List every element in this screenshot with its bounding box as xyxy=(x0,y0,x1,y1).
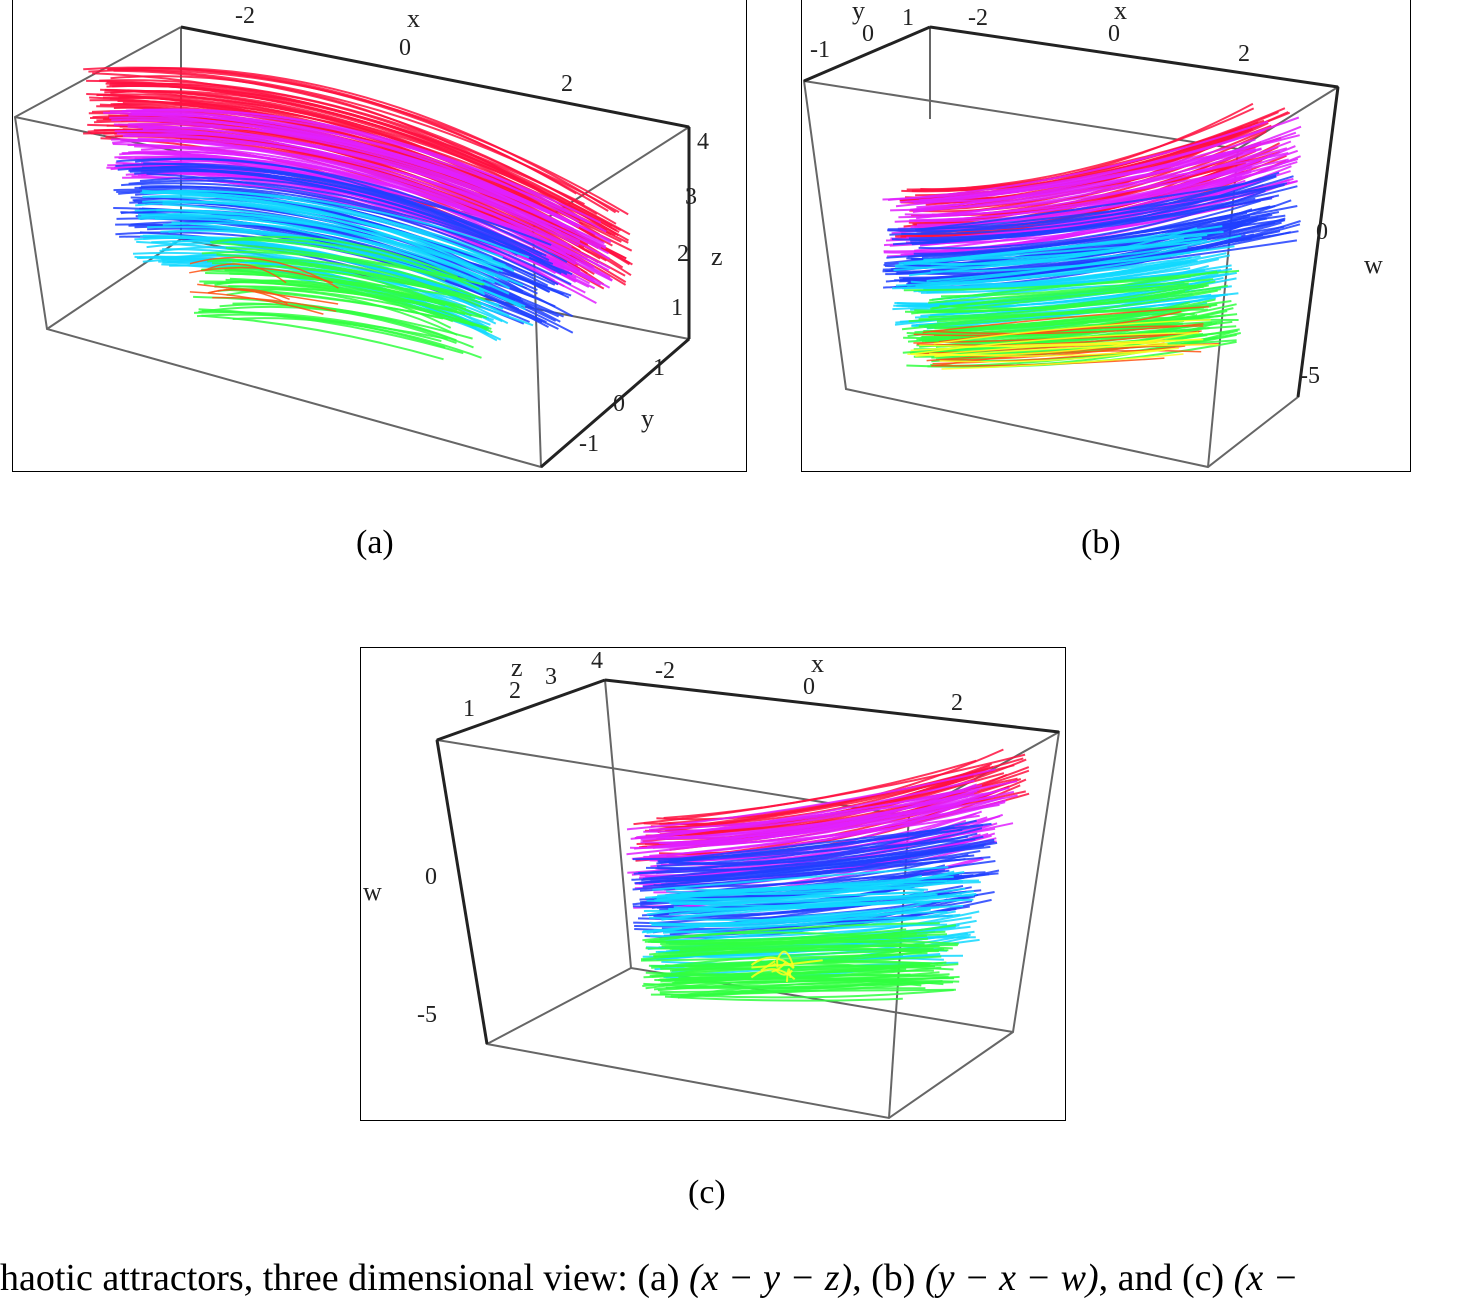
figure-b-x-axis-name: x xyxy=(1114,0,1127,25)
figure-c-w-axis xyxy=(435,739,489,1045)
figure-b-panel: -1 0 1 y -2 0 2 x 0 -5 w xyxy=(801,0,1411,472)
figure-c-w-tick: 0 xyxy=(425,864,437,890)
caption-a-expr: (x − y − z) xyxy=(689,1257,853,1299)
figure-a-z-axis-name: z xyxy=(711,242,723,271)
figure-a-x-tick: 2 xyxy=(561,71,573,97)
figure-c-plot: 1 2 3 4 z -2 0 2 x 0 -5 w xyxy=(363,648,1061,1120)
figure-c-z-axis-name: z xyxy=(511,653,523,682)
caption-b-expr: (y − x − w) xyxy=(924,1257,1099,1299)
figure-a-z-tick: 2 xyxy=(677,241,689,267)
figure-c-label: (c) xyxy=(688,1174,726,1211)
figure-b-y-tick: 0 xyxy=(862,21,874,47)
figure-b-x-tick: -2 xyxy=(968,5,988,31)
caption-text-mid1: , (b) xyxy=(852,1257,925,1299)
figure-caption: haotic attractors, three dimensional vie… xyxy=(0,1256,1298,1300)
figure-c-w-axis-name: w xyxy=(363,877,382,906)
figure-c-z-tick: 4 xyxy=(591,648,603,674)
figure-c-x-axis xyxy=(604,678,1060,734)
caption-text-mid2: , and (c) xyxy=(1098,1257,1234,1299)
figure-b-plot: -1 0 1 y -2 0 2 x 0 -5 w xyxy=(802,0,1383,469)
figure-b-y-axis xyxy=(803,25,931,83)
figure-b-label: (b) xyxy=(1081,524,1121,561)
figure-a-z-tick: 1 xyxy=(671,295,683,321)
figure-b-y-tick: -1 xyxy=(810,37,830,63)
caption-text: haotic attractors, three dimensional vie… xyxy=(0,1257,690,1299)
figure-a-y-tick: 0 xyxy=(613,391,625,417)
figure-c-z-tick: 3 xyxy=(545,664,557,690)
figure-a-y-tick: -1 xyxy=(579,431,599,457)
figure-b-y-tick: 1 xyxy=(902,5,914,31)
figure-a-y-axis xyxy=(540,337,690,469)
figure-b-w-tick: 0 xyxy=(1316,219,1328,245)
figure-a-z-tick: 3 xyxy=(685,184,697,210)
figure-b-x-tick: 2 xyxy=(1238,41,1250,67)
figure-a-y-tick: 1 xyxy=(653,355,665,381)
caption-c-expr: (x − xyxy=(1233,1257,1299,1299)
figure-a-panel: -2 0 2 x 4 3 2 1 z 1 0 -1 y xyxy=(12,0,747,472)
figure-a-plot: -2 0 2 x 4 3 2 1 z 1 0 -1 y xyxy=(13,3,723,469)
figure-b-x-axis xyxy=(929,25,1339,89)
figure-c-w-tick: -5 xyxy=(417,1002,437,1028)
figure-b-w-axis-name: w xyxy=(1364,250,1383,279)
figure-a-x-axis-name: x xyxy=(407,4,420,33)
figure-c-x-tick: -2 xyxy=(655,658,675,684)
figure-a-x-axis xyxy=(180,25,690,129)
figure-a-x-tick: 0 xyxy=(399,35,411,61)
figure-c-x-axis-name: x xyxy=(811,649,824,678)
figure-c-z-tick: 2 xyxy=(509,678,521,704)
figure-b-w-tick: -5 xyxy=(1300,363,1320,389)
figure-b-w-axis xyxy=(1296,86,1340,398)
figure-b-attractor xyxy=(882,102,1302,370)
figure-c-x-tick: 2 xyxy=(951,690,963,716)
figure-a-attractor xyxy=(83,66,633,361)
figure-c-x-tick: 0 xyxy=(803,674,815,700)
figure-a-x-tick: -2 xyxy=(235,3,255,29)
figure-a-label: (a) xyxy=(356,524,394,561)
figure-c-z-axis xyxy=(436,678,606,742)
figure-c-panel: 1 2 3 4 z -2 0 2 x 0 -5 w xyxy=(360,647,1066,1121)
figure-b-x-tick: 0 xyxy=(1108,21,1120,47)
figure-c-attractor xyxy=(626,748,1030,1002)
figure-a-y-axis-name: y xyxy=(641,404,654,433)
figure-a-z-tick: 4 xyxy=(697,129,709,155)
figure-b-y-axis-name: y xyxy=(852,0,865,25)
figure-c-z-tick: 1 xyxy=(463,696,475,722)
